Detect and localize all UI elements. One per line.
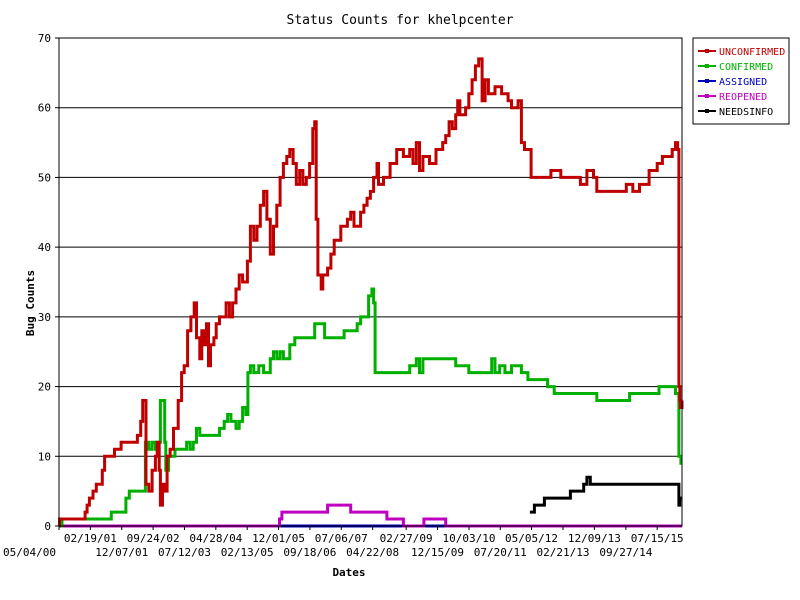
x-tick-label-8: 09/18/06 — [283, 546, 336, 559]
x-tick-label-9: 07/06/07 — [315, 532, 368, 545]
x-tick-label-5: 04/28/04 — [189, 532, 242, 545]
y-tick-label-4: 40 — [38, 241, 51, 254]
x-tick-label-6: 02/13/05 — [221, 546, 274, 559]
x-tick-label-2: 12/07/01 — [95, 546, 148, 559]
y-tick-label-7: 70 — [38, 32, 51, 45]
x-tick-label-18: 09/27/14 — [599, 546, 652, 559]
x-tick-label-14: 07/20/11 — [474, 546, 527, 559]
legend-marker-needsinfo — [705, 109, 709, 113]
legend-label-reopened: REOPENED — [719, 92, 767, 103]
series-line-reopened — [59, 503, 682, 528]
legend-marker-assigned — [705, 79, 709, 83]
x-tick-label-4: 07/12/03 — [158, 546, 211, 559]
x-tick-label-1: 02/19/01 — [64, 532, 117, 545]
x-tick-label-12: 12/15/09 — [411, 546, 464, 559]
x-tick-label-10: 04/22/08 — [346, 546, 399, 559]
grid-lines — [59, 107, 682, 457]
series-line-confirmed — [59, 287, 683, 528]
legend-marker-unconfirmed — [705, 49, 709, 53]
series-line-needsinfo — [529, 475, 682, 514]
y-tick-label-2: 20 — [38, 381, 51, 394]
y-tick-label-6: 60 — [38, 102, 51, 115]
legend-label-confirmed: CONFIRMED — [719, 62, 773, 73]
x-tick-label-16: 02/21/13 — [537, 546, 590, 559]
legend-marker-confirmed — [705, 64, 709, 68]
y-axis-label: Bug Counts — [24, 270, 37, 336]
chart-title: Status Counts for khelpcenter — [287, 13, 514, 28]
legend-label-unconfirmed: UNCONFIRMED — [719, 47, 785, 58]
legend-marker-reopened — [705, 94, 709, 98]
x-tick-label-0: 05/04/00 — [3, 546, 56, 559]
legend-label-needsinfo: NEEDSINFO — [719, 107, 773, 118]
x-tick-label-7: 12/01/05 — [252, 532, 305, 545]
x-axis-ticks: 05/04/00 02/19/0112/07/0109/24/0207/12/03… — [3, 526, 684, 559]
series-line-unconfirmed — [58, 57, 684, 528]
y-tick-label-3: 30 — [38, 311, 51, 324]
y-axis-ticks: 0 10 20 30 40 50 60 70 — [38, 32, 59, 533]
y-tick-label-1: 10 — [38, 450, 51, 463]
x-tick-label-15: 05/05/12 — [505, 532, 558, 545]
x-tick-label-11: 02/27/09 — [380, 532, 433, 545]
plot-frame — [58, 37, 683, 527]
y-tick-label-0: 0 — [44, 520, 51, 533]
x-axis-label: Dates — [332, 566, 365, 579]
x-tick-label-3: 09/24/02 — [127, 532, 180, 545]
legend-label-assigned: ASSIGNED — [719, 77, 767, 88]
x-tick-label-19: 07/15/15 — [631, 532, 684, 545]
y-tick-label-5: 50 — [38, 171, 51, 184]
legend: UNCONFIRMED CONFIRMED ASSIGNED REOPENED NEED… — [692, 37, 790, 125]
x-tick-label-17: 12/09/13 — [568, 532, 621, 545]
x-tick-label-13: 10/03/10 — [443, 532, 496, 545]
